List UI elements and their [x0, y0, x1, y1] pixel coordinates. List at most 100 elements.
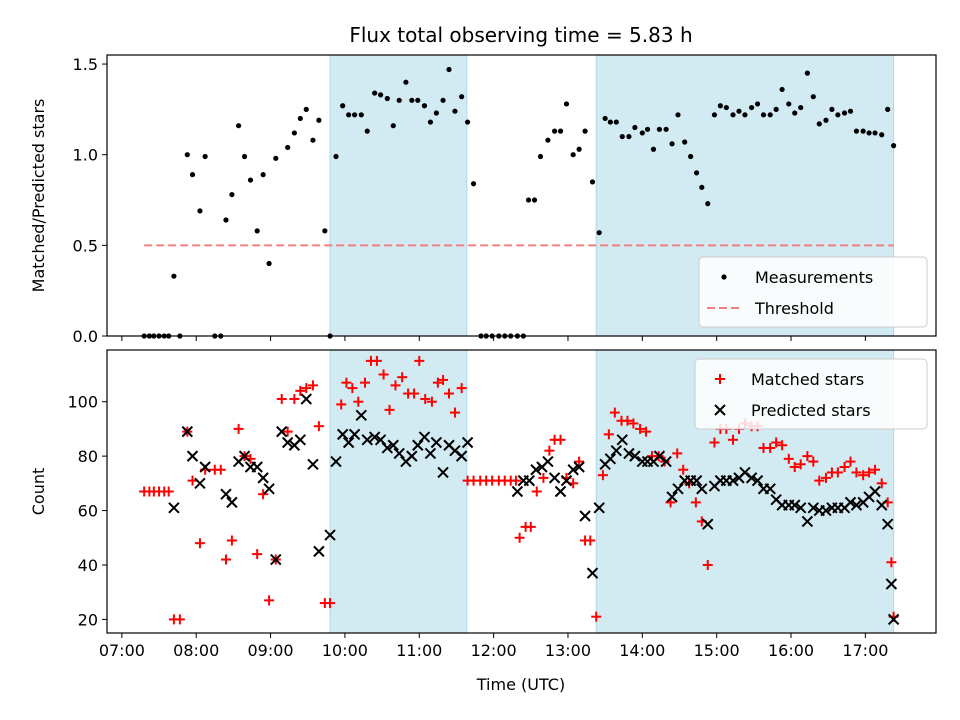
data-point — [760, 112, 767, 118]
y-tick-label: 20 — [78, 610, 98, 629]
data-point — [586, 567, 599, 579]
data-point — [444, 388, 455, 399]
data-point — [891, 143, 897, 149]
data-point — [798, 104, 804, 111]
data-point — [881, 518, 894, 530]
data-point — [610, 444, 623, 457]
data-point — [879, 132, 885, 138]
data-point — [678, 464, 689, 475]
data-point — [702, 518, 714, 530]
data-point — [202, 153, 208, 160]
data-point — [372, 90, 378, 96]
data-point — [322, 228, 328, 234]
legend-swatch — [714, 404, 726, 416]
data-point — [252, 549, 263, 560]
data-point — [163, 486, 174, 497]
data-point — [789, 462, 800, 473]
data-point — [378, 369, 389, 380]
data-point — [639, 130, 645, 136]
x-tick-label: 15:00 — [694, 641, 740, 660]
legend-label: Measurements — [755, 268, 873, 287]
data-point — [632, 124, 638, 131]
data-point — [560, 474, 573, 487]
data-point — [291, 130, 297, 136]
data-point — [663, 126, 669, 132]
legend-box — [694, 358, 928, 430]
legend-label: Threshold — [754, 299, 834, 318]
data-point — [801, 515, 814, 528]
data-point — [576, 146, 582, 152]
data-point — [537, 153, 544, 160]
data-point — [307, 380, 318, 391]
data-point — [440, 97, 446, 103]
data-point — [348, 428, 361, 441]
data-point — [835, 112, 841, 118]
legend-label: Matched stars — [751, 370, 864, 389]
data-point — [548, 472, 561, 484]
legend-label: Predicted stars — [751, 401, 871, 420]
data-point — [174, 614, 185, 625]
data-point — [672, 448, 683, 459]
data-point — [258, 489, 269, 500]
legend-swatch — [715, 374, 725, 384]
data-point — [409, 97, 415, 103]
data-point — [666, 491, 678, 503]
data-point — [301, 383, 312, 394]
data-point — [390, 123, 396, 129]
data-point — [430, 436, 443, 449]
data-point — [644, 126, 651, 132]
y-axis-label: Count — [29, 468, 48, 516]
x-tick-label: 13:00 — [545, 641, 591, 660]
data-point — [839, 462, 850, 473]
data-point — [613, 119, 619, 125]
data-point — [582, 128, 588, 134]
data-point — [186, 450, 199, 462]
data-point — [273, 155, 279, 161]
data-point — [709, 437, 720, 448]
data-point — [767, 112, 773, 118]
data-point — [511, 485, 524, 498]
data-point — [510, 475, 521, 486]
data-point — [361, 434, 373, 446]
chart-title: Flux total observing time = 5.83 h — [349, 23, 692, 47]
data-point — [355, 409, 367, 422]
data-point — [544, 445, 555, 456]
data-point — [851, 467, 862, 478]
data-point — [316, 117, 322, 123]
data-point — [816, 121, 822, 127]
data-point — [409, 388, 420, 399]
y-tick-label: 0.5 — [73, 236, 98, 255]
data-point — [585, 535, 596, 546]
data-point — [699, 184, 705, 190]
data-point — [573, 461, 585, 473]
data-point — [593, 502, 605, 514]
data-point — [281, 436, 294, 449]
y-tick-label: 0.0 — [73, 327, 98, 346]
data-point — [876, 499, 888, 511]
data-point — [264, 595, 275, 606]
data-point — [426, 396, 437, 407]
y-tick-label: 60 — [78, 502, 98, 521]
data-point — [233, 423, 244, 434]
data-point — [885, 578, 898, 590]
data-point — [579, 510, 591, 522]
data-point — [247, 177, 254, 183]
data-point — [557, 128, 564, 134]
data-point — [197, 208, 203, 214]
data-point — [723, 104, 729, 111]
data-point — [626, 133, 632, 140]
data-point — [690, 497, 701, 508]
data-point — [711, 112, 718, 118]
x-axis-label: Time (UTC) — [476, 675, 565, 694]
data-point — [616, 434, 628, 446]
data-point — [189, 172, 196, 178]
data-point — [330, 455, 342, 468]
data-point — [705, 201, 711, 207]
data-point — [199, 461, 211, 473]
x-tick-label: 16:00 — [768, 641, 814, 660]
data-point — [823, 117, 829, 123]
data-point — [414, 355, 425, 366]
data-point — [869, 485, 881, 498]
data-point — [804, 70, 810, 76]
data-point — [420, 393, 431, 404]
